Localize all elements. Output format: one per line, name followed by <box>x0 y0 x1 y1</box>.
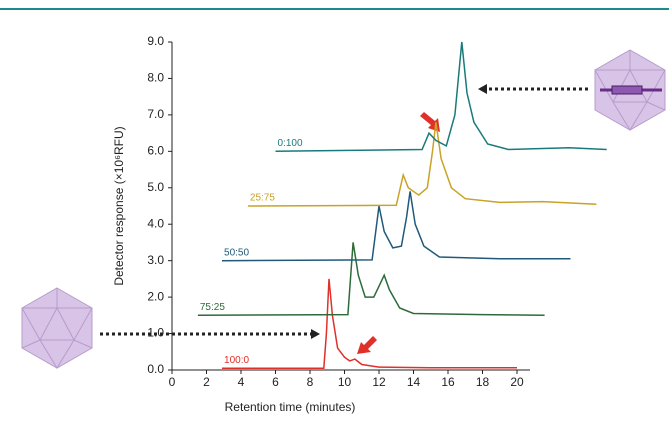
series-label: 25:75 <box>250 193 275 204</box>
series-label: 50:50 <box>224 247 249 258</box>
x-tick-label: 4 <box>238 375 245 389</box>
y-tick-label: 5.0 <box>147 180 164 194</box>
y-tick-label: 9.0 <box>147 34 164 48</box>
x-tick-label: 6 <box>272 375 279 389</box>
trace <box>275 41 607 153</box>
y-tick-label: 1.0 <box>147 326 164 340</box>
red-arrow <box>357 112 440 354</box>
series-label: 100:0 <box>224 355 249 366</box>
capsid-icon-left <box>21 287 93 369</box>
y-tick-label: 3.0 <box>147 253 164 267</box>
y-tick-label: 0.0 <box>147 362 164 376</box>
y-axis-title: Detector response (×10⁶RFU) <box>112 126 126 285</box>
series-label: 0:100 <box>278 138 303 149</box>
x-tick-label: 18 <box>476 375 490 389</box>
dotted-arrow <box>100 84 588 339</box>
capsid-icon-right <box>594 49 666 131</box>
x-tick-label: 10 <box>338 375 352 389</box>
x-tick-label: 2 <box>203 375 210 389</box>
series-label: 75:25 <box>200 302 225 313</box>
y-tick-label: 7.0 <box>147 107 164 121</box>
y-tick-label: 4.0 <box>147 216 164 230</box>
y-tick-label: 6.0 <box>147 144 164 158</box>
x-tick-label: 0 <box>169 375 176 389</box>
x-axis-title: Retention time (minutes) <box>225 400 356 414</box>
trace <box>197 242 545 317</box>
x-tick-label: 12 <box>372 375 386 389</box>
x-tick-label: 8 <box>307 375 314 389</box>
trace <box>222 278 517 369</box>
x-tick-label: 14 <box>407 375 421 389</box>
y-tick-label: 8.0 <box>147 71 164 85</box>
x-tick-label: 16 <box>441 375 455 389</box>
x-tick-label: 20 <box>510 375 524 389</box>
y-tick-label: 2.0 <box>147 289 164 303</box>
trace <box>247 122 597 207</box>
